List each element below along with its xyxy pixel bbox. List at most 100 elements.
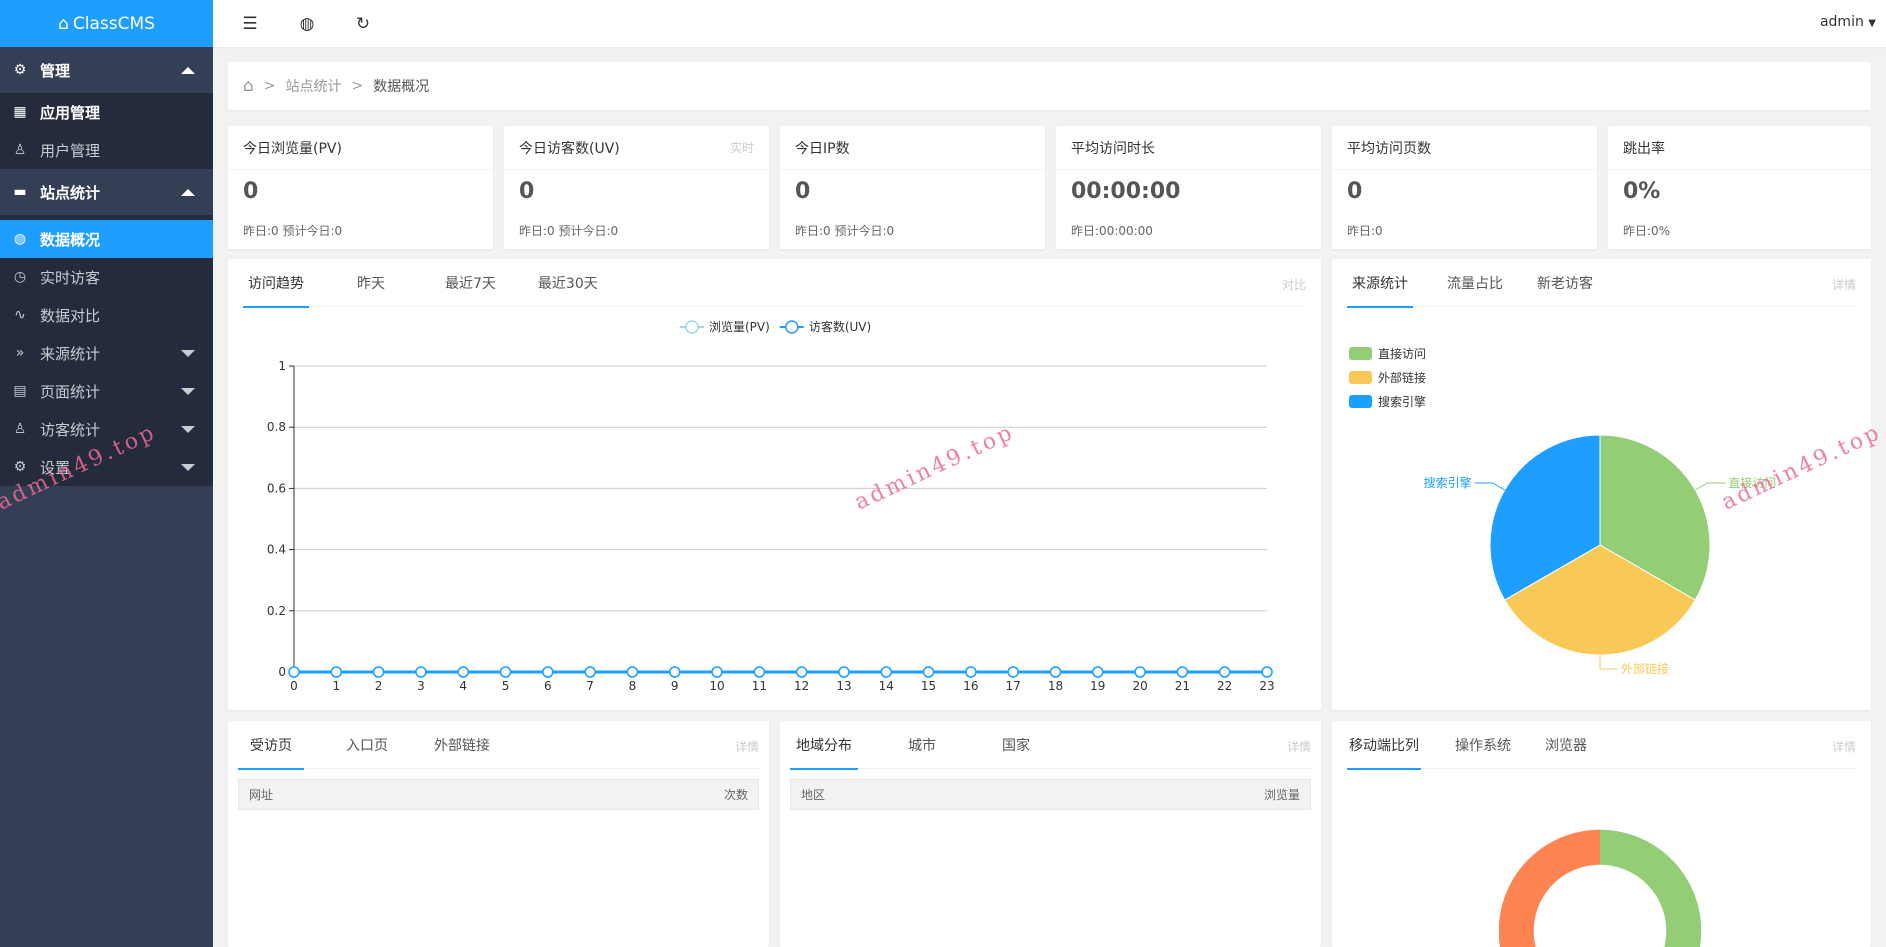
y-tick-label: 0.6 — [267, 481, 286, 495]
globe-icon[interactable]: ◍ — [299, 14, 315, 34]
tab-external-links[interactable]: 外部链接 — [434, 737, 490, 754]
data-point — [457, 666, 469, 678]
tab-visited-pages[interactable]: 受访页 — [238, 721, 304, 770]
users-icon: ♙ — [13, 421, 27, 437]
y-tick-label: 1 — [278, 359, 286, 373]
trend-tabs: 访问趋势 昨天 最近7天 最近30天 对比 — [243, 259, 1306, 308]
y-tick-label: 0.4 — [267, 543, 286, 557]
legend-label: 浏览量(PV) — [709, 319, 770, 334]
data-point — [330, 666, 343, 678]
data-point — [795, 666, 808, 678]
sidebar-item-users[interactable]: ♙ 用户管理 — [13, 141, 101, 160]
sidebar-item-source[interactable]: » 来源统计 — [0, 334, 213, 372]
y-tick-label: 0.2 — [267, 604, 286, 618]
legend-label: 直接访问 — [1378, 346, 1426, 361]
caret-up-icon — [181, 188, 195, 196]
gear-icon: ⚙ — [13, 459, 27, 475]
data-point — [1134, 666, 1146, 678]
stat-value: 0 — [243, 179, 259, 204]
x-tick-label: 5 — [502, 679, 510, 693]
stat-title: 今日IP数 — [795, 140, 850, 157]
stat-title: 平均访问时长 — [1071, 140, 1155, 157]
tab-entry-pages[interactable]: 入口页 — [346, 737, 388, 754]
tab-7days[interactable]: 最近7天 — [445, 275, 496, 292]
caret-down-icon — [181, 463, 195, 471]
stat-sub: 昨日:0 预计今日:0 — [519, 224, 619, 238]
tab-mobile-ratio[interactable]: 移动端比列 — [1347, 721, 1421, 770]
sidebar-item-apps[interactable]: ▦ 应用管理 — [13, 103, 101, 122]
x-tick-label: 3 — [417, 679, 425, 693]
x-tick-label: 0 — [290, 679, 298, 693]
x-tick-label: 22 — [1217, 679, 1232, 693]
data-point — [1261, 666, 1273, 678]
legend-label: 搜索引擎 — [1378, 394, 1426, 409]
legend-swatch — [1349, 371, 1372, 384]
sidebar-item-visitors[interactable]: ♙ 访客统计 — [0, 410, 213, 448]
caret-down-icon — [181, 387, 195, 395]
tab-yesterday[interactable]: 昨天 — [357, 275, 385, 292]
legend-swatch — [1349, 347, 1372, 360]
sidebar-item-realtime[interactable]: ◷ 实时访客 — [13, 268, 101, 287]
data-point — [542, 666, 554, 678]
stat-title: 今日浏览量(PV) — [243, 140, 342, 157]
menu-fold-icon[interactable]: ☰ — [242, 14, 258, 34]
pie-slice — [1504, 544, 1696, 656]
sidebar-item-pages[interactable]: ▤ 页面统计 — [0, 372, 213, 410]
stat-value: 0% — [1623, 179, 1661, 204]
globe-icon: ◍ — [13, 231, 27, 247]
tab-30days[interactable]: 最近30天 — [537, 275, 598, 292]
sidebar-item-overview[interactable]: ◍ 数据概况 — [0, 220, 213, 258]
compare-link[interactable]: 对比 — [1281, 278, 1306, 292]
gear-icon: ⚙ — [13, 62, 27, 78]
details-link[interactable]: 详情 — [734, 740, 759, 754]
sidebar-group-manage[interactable]: ⚙ 管理 — [0, 47, 213, 93]
tab-traffic[interactable]: 流量占比 — [1447, 275, 1503, 292]
data-point — [753, 666, 766, 678]
user-icon: ♙ — [13, 142, 27, 158]
y-tick-label: 0.8 — [267, 420, 286, 434]
stat-card: 今日IP数 0 昨日:0 预计今日:0 — [780, 126, 1045, 249]
tab-trend[interactable]: 访问趋势 — [243, 259, 309, 308]
stat-sub: 昨日:0 — [1347, 224, 1383, 238]
trend-line-chart: 00.20.40.60.810 1 2 3 4 5 6 7 8 9 10 11 12 13 14 15 16 17… — [267, 319, 1275, 693]
stat-value: 0 — [519, 179, 535, 204]
layout-icon: ▤ — [13, 383, 27, 399]
home-icon[interactable]: ⌂ — [243, 76, 254, 96]
tab-country[interactable]: 国家 — [1002, 737, 1030, 754]
x-tick-label: 15 — [921, 679, 936, 693]
x-tick-label: 10 — [709, 679, 724, 693]
tab-new-old[interactable]: 新老访客 — [1537, 275, 1593, 292]
data-point — [1092, 666, 1104, 678]
stat-title: 平均访问页数 — [1347, 140, 1431, 157]
details-link[interactable]: 详情 — [1831, 740, 1856, 754]
refresh-icon[interactable]: ↻ — [355, 14, 371, 34]
tab-region[interactable]: 地域分布 — [790, 721, 858, 770]
tab-city[interactable]: 城市 — [908, 737, 936, 754]
sidebar-item-settings[interactable]: ⚙ 设置 — [0, 448, 213, 486]
breadcrumb-item[interactable]: 站点统计 — [285, 79, 342, 95]
details-link[interactable]: 详情 — [1286, 740, 1311, 754]
tab-browser[interactable]: 浏览器 — [1545, 737, 1587, 754]
stat-sub: 昨日:0% — [1623, 224, 1671, 238]
data-point — [415, 666, 427, 678]
pie-slice — [1599, 434, 1711, 601]
user-menu[interactable]: admin ▼ — [1819, 14, 1876, 30]
tab-source[interactable]: 来源统计 — [1347, 259, 1413, 308]
x-tick-label: 14 — [879, 679, 894, 693]
stat-sub: 昨日:00:00:00 — [1071, 224, 1153, 238]
pages-card: 受访页 入口页 外部链接 详情 网址 次数 — [228, 721, 769, 947]
data-point — [1007, 666, 1019, 678]
details-link[interactable]: 详情 — [1831, 278, 1856, 292]
x-tick-label: 9 — [671, 679, 679, 693]
data-point — [838, 666, 850, 678]
legend-label: 访客数(UV) — [809, 319, 871, 334]
x-tick-label: 23 — [1259, 679, 1274, 693]
sidebar-item-compare[interactable]: ∿ 数据对比 — [0, 296, 213, 334]
sidebar-group-stats[interactable]: ▬ 站点统计 — [0, 169, 213, 215]
logo[interactable]: ⌂ ClassCMS — [0, 0, 213, 47]
donut-slice — [1499, 769, 1600, 947]
tab-os[interactable]: 操作系统 — [1455, 737, 1511, 754]
x-tick-label: 16 — [963, 679, 978, 693]
data-point — [584, 666, 596, 678]
home-icon: ⌂ — [58, 13, 69, 34]
